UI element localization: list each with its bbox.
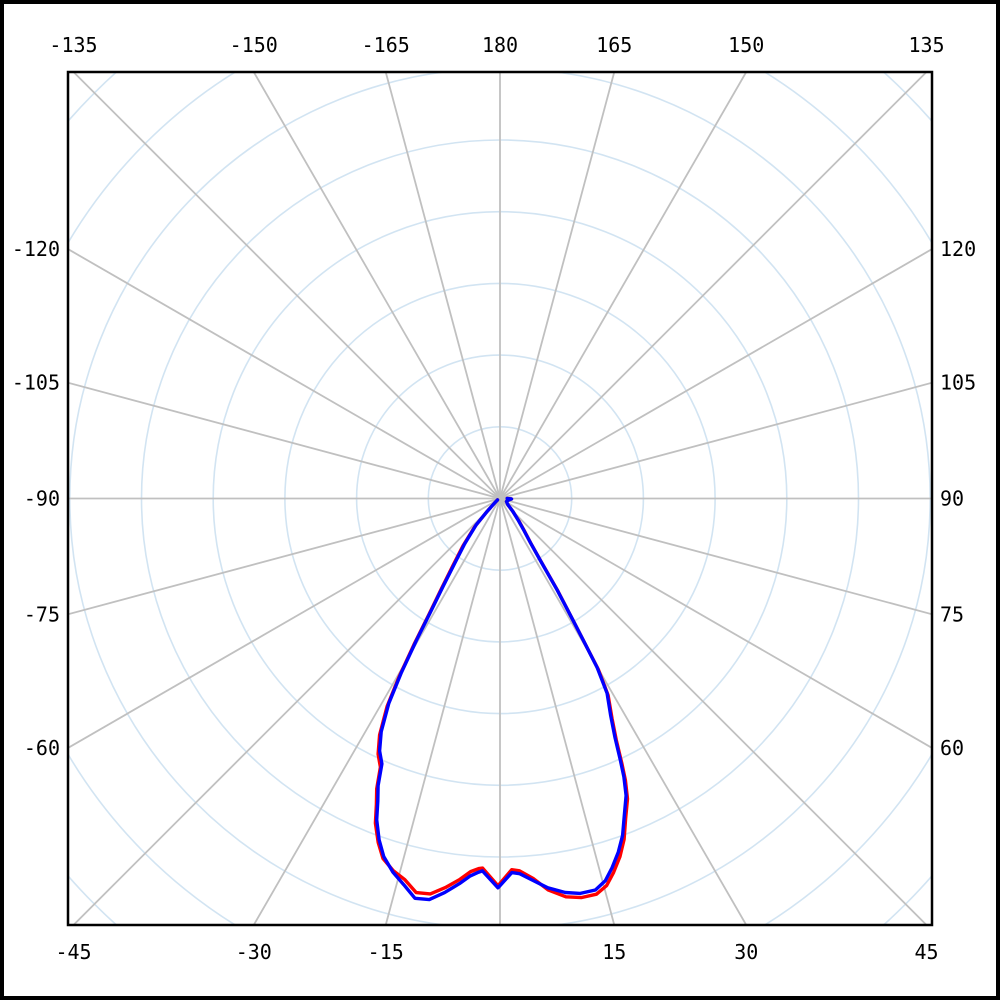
- angle-tick-label: -135: [49, 33, 97, 57]
- angle-tick-label: -45: [55, 940, 91, 964]
- angle-tick-label: 120: [940, 237, 976, 261]
- grid-spoke: [384, 498, 501, 925]
- grid-spoke: [252, 498, 501, 925]
- angle-tick-label: 75: [940, 602, 964, 626]
- angle-tick-label: 30: [734, 940, 758, 964]
- angle-tick-label: -165: [362, 33, 410, 57]
- grid-spoke: [499, 498, 748, 925]
- grid-spoke: [68, 248, 501, 500]
- angle-tick-label: -120: [12, 237, 60, 261]
- angle-tick-label: 165: [596, 33, 632, 57]
- grid-spoke: [72, 72, 501, 500]
- grid-spoke: [499, 72, 928, 500]
- angle-tick-label: 150: [728, 33, 764, 57]
- angle-tick-label: -150: [230, 33, 278, 57]
- angle-tick-label: -60: [24, 736, 60, 760]
- grid-spoke: [499, 498, 616, 925]
- angle-tick-label: -30: [236, 940, 272, 964]
- grid-spoke: [499, 248, 932, 500]
- plot-frame: [66, 70, 934, 927]
- angle-tick-label: -105: [12, 371, 60, 395]
- angle-tick-label: 135: [908, 33, 944, 57]
- series-blue-curve: [375, 496, 628, 902]
- angle-tick-label: 105: [940, 371, 976, 395]
- angle-tick-label: -90: [24, 487, 60, 511]
- angle-tick-label: -75: [24, 602, 60, 626]
- grid-spoke: [499, 381, 932, 500]
- grid-spoke: [68, 497, 501, 616]
- series-red-curve: [373, 496, 630, 900]
- grid-spoke: [72, 497, 501, 925]
- grid-spoke: [384, 72, 501, 499]
- grid-spoke: [499, 497, 932, 749]
- grid-spoke: [499, 497, 928, 925]
- grid-spoke: [252, 72, 501, 499]
- angle-tick-label: -15: [368, 940, 404, 964]
- grid-spoke: [499, 497, 932, 616]
- grid-spoke: [499, 72, 748, 499]
- angle-tick-label: 45: [914, 940, 938, 964]
- grid-spoke: [68, 381, 501, 500]
- grid-spoke: [499, 72, 616, 499]
- angle-tick-label: 15: [602, 940, 626, 964]
- angle-tick-label: 60: [940, 736, 964, 760]
- angle-tick-label: 90: [940, 487, 964, 511]
- angle-tick-label: 180: [482, 33, 518, 57]
- grid-spoke: [68, 497, 501, 749]
